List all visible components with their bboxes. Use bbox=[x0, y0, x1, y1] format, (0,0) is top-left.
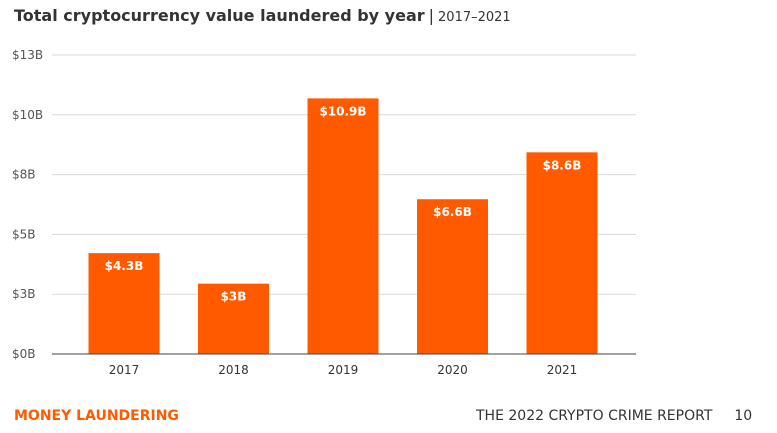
x-tick-label: 2019 bbox=[328, 363, 359, 377]
y-tick-label: $3B bbox=[12, 287, 36, 301]
title-separator: | bbox=[428, 6, 435, 25]
report-title: THE 2022 CRYPTO CRIME REPORT bbox=[476, 408, 713, 424]
chart-title-block: Total cryptocurrency value laundered by … bbox=[14, 6, 511, 25]
bar bbox=[307, 98, 379, 355]
bar bbox=[417, 199, 488, 354]
y-tick-label: $10B bbox=[12, 108, 43, 122]
bar-data-label: $3B bbox=[221, 290, 247, 304]
bar bbox=[88, 253, 160, 354]
x-tick-label: 2020 bbox=[437, 363, 468, 377]
y-tick-label: $8B bbox=[12, 168, 36, 182]
bar bbox=[198, 283, 269, 354]
y-tick-label: $13B bbox=[12, 48, 43, 62]
y-tick-label: $5B bbox=[12, 227, 36, 241]
bar bbox=[526, 152, 598, 354]
bar-data-label: $8.6B bbox=[543, 158, 582, 172]
page-number: 10 bbox=[734, 408, 753, 424]
chart-subtitle: 2017–2021 bbox=[438, 10, 511, 25]
bar-chart: $0B $3B $5B $8B $10B $13B $4.3B 2017 $3B 2018 $10.… bbox=[12, 48, 636, 377]
report-footer: THE 2022 CRYPTO CRIME REPORT 10 bbox=[476, 408, 752, 424]
bar-data-label: $4.3B bbox=[105, 259, 144, 273]
x-tick-label: 2021 bbox=[547, 363, 578, 377]
y-tick-label: $0B bbox=[12, 347, 36, 361]
x-tick-label: 2017 bbox=[109, 363, 140, 377]
x-tick-label: 2018 bbox=[218, 363, 249, 377]
chart-title: Total cryptocurrency value laundered by … bbox=[14, 6, 425, 25]
bar-data-label: $10.9B bbox=[319, 104, 366, 118]
section-label: MONEY LAUNDERING bbox=[14, 408, 179, 424]
bar-data-label: $6.6B bbox=[433, 205, 472, 219]
